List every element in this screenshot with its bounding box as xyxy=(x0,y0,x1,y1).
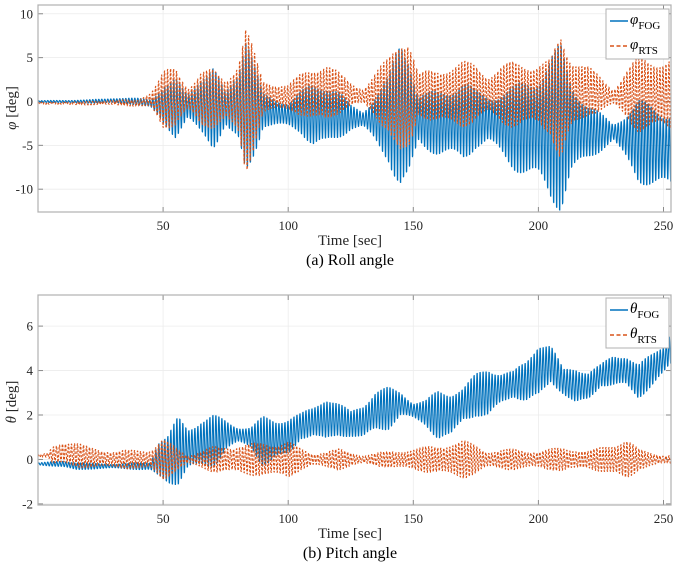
tick-marks xyxy=(38,295,671,505)
y-tick-label: 5 xyxy=(27,50,34,65)
y-tick-label: 6 xyxy=(27,319,34,334)
x-axis-label: Time [sec] xyxy=(318,526,382,542)
x-tick-label: 250 xyxy=(654,511,674,526)
y-tick-label: 10 xyxy=(20,6,33,21)
legend-box xyxy=(605,297,670,349)
y-axis-label: θ [deg] xyxy=(4,381,20,424)
legend-label-fog: φFOG xyxy=(630,12,660,32)
legend: θFOG θRTS xyxy=(605,297,670,349)
y-tick-label: 0 xyxy=(27,94,34,109)
x-tick-label: 150 xyxy=(404,511,424,526)
axes-box xyxy=(37,294,672,506)
series-line-fog xyxy=(38,42,671,211)
axes-box xyxy=(37,4,672,213)
x-tick-label: 100 xyxy=(278,511,298,526)
x-tick-label: 150 xyxy=(404,218,424,233)
y-axis-unit: [deg] xyxy=(4,86,20,121)
y-tick-label: 4 xyxy=(27,363,34,378)
legend-label-rts: φRTS xyxy=(630,37,658,57)
x-tick-label: 200 xyxy=(529,218,549,233)
series-layer xyxy=(38,336,671,486)
y-tick-labels: 10 5 0 -5 -10 xyxy=(16,6,33,196)
x-tick-labels: 50 100 150 200 250 xyxy=(157,511,674,526)
x-tick-label: 250 xyxy=(654,218,674,233)
y-axis-label: φ [deg] xyxy=(4,86,20,130)
series-layer xyxy=(38,29,671,211)
axes-background xyxy=(38,295,671,505)
legend-box xyxy=(605,8,670,60)
y-tick-label: 2 xyxy=(27,408,34,423)
legend-label-fog: θFOG xyxy=(630,301,659,321)
y-tick-label: 0 xyxy=(27,452,34,467)
x-tick-label: 50 xyxy=(157,218,170,233)
y-axis-unit: [deg] xyxy=(4,381,20,416)
y-tick-label: -2 xyxy=(22,496,33,511)
figure-caption: (a) Roll angle xyxy=(306,252,394,269)
x-tick-labels: 50 100 150 200 250 xyxy=(157,218,674,233)
y-axis-symbol: θ xyxy=(4,415,20,423)
series-line-fog xyxy=(38,336,671,486)
figure-caption: (b) Pitch angle xyxy=(303,545,397,562)
x-tick-label: 50 xyxy=(157,511,170,526)
series-line-rts xyxy=(38,29,671,171)
legend-label-rts: θRTS xyxy=(630,326,657,346)
y-tick-label: -5 xyxy=(22,138,33,153)
legend: φFOG φRTS xyxy=(605,8,670,60)
pitch-angle-plot: 6 4 2 0 -2 50 100 150 200 250 θ [deg] Time [sec]… xyxy=(4,294,674,562)
y-axis-symbol: φ xyxy=(4,122,20,130)
y-tick-label: -10 xyxy=(16,182,33,197)
x-tick-label: 200 xyxy=(529,511,549,526)
x-axis-label: Time [sec] xyxy=(318,233,382,249)
x-tick-label: 100 xyxy=(278,218,298,233)
series-line-rts xyxy=(38,439,671,481)
y-tick-labels: 6 4 2 0 -2 xyxy=(22,319,33,512)
